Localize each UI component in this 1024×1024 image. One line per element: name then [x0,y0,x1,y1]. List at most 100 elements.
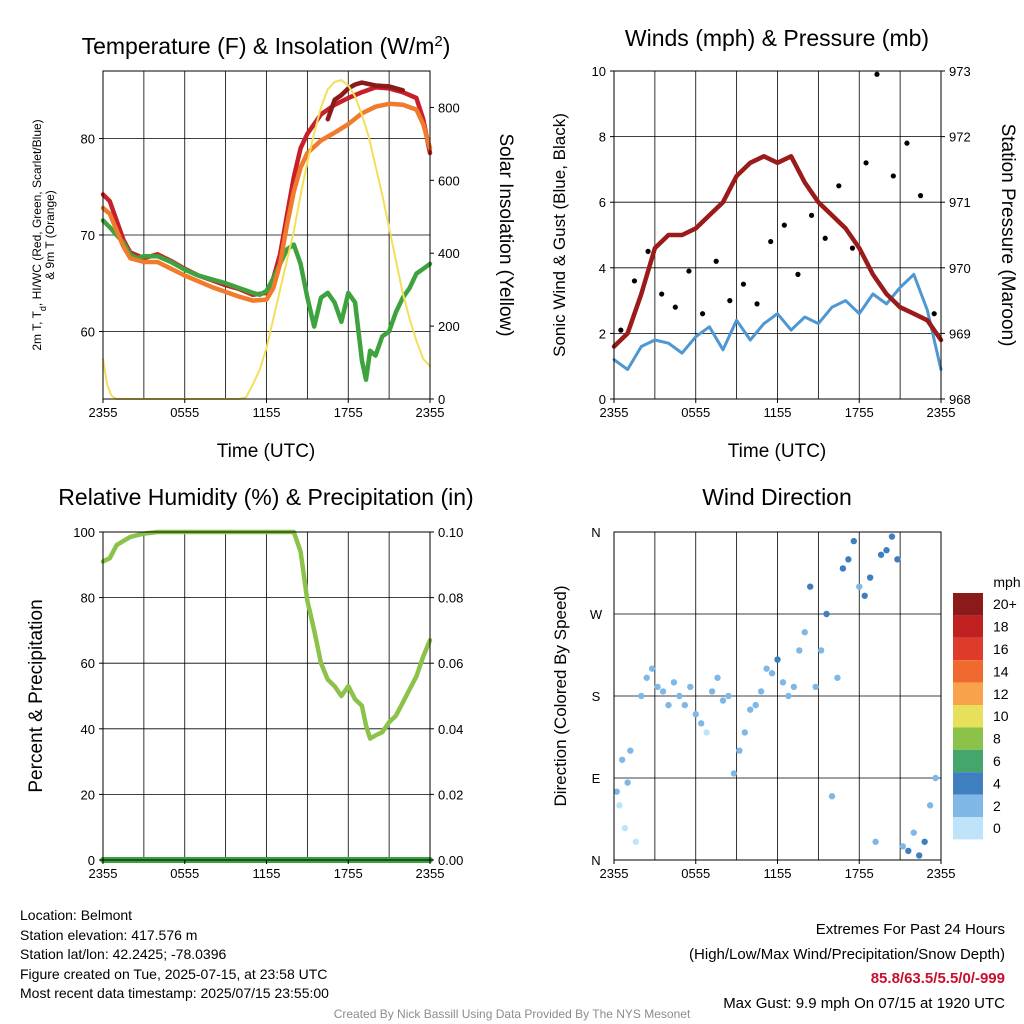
winds-x-tick-label: 1155 [764,405,792,420]
wind-direction-point [624,779,631,786]
wind-direction-point [817,647,825,654]
gust-point [795,271,801,277]
humidity-panel: 2355 0555 1155 1755 23550204060801000.000.02… [26,484,474,881]
gust-point [904,140,910,146]
winds-y2-tick-label: 970 [949,261,971,276]
winds-panel: 2355 0555 1155 1755 235502468109689699709719… [550,25,1018,462]
wind-direction-point [856,583,863,590]
humidity-y2-tick-label: 0.04 [438,722,463,737]
wind-direction-point [719,697,727,704]
temperature-x-tick-label: 2355 [89,405,118,420]
wind-direction-point [698,720,705,727]
gust-point [849,245,856,251]
humidity-y2-tick-label: 0.02 [438,787,463,802]
speed-legend-swatch [953,705,983,728]
winds-ticks: 2355 0555 1155 1755 235502468109689699709719… [592,64,971,420]
speed-legend-swatch [953,660,983,683]
wind-direction-y-tick-label: N [591,853,600,868]
temperature-panel: 2355 0555 1155 1755 23556070800200400600800 … [30,33,516,463]
wind-direction-point [648,665,656,672]
wind-direction-x-tick-label: 0555 [681,866,710,881]
wind-direction-point [796,647,803,654]
wind-direction-point [708,688,716,695]
elevation-text: Station elevation: 417.576 m [20,926,198,943]
winds-y2-tick-label: 973 [949,64,971,79]
temperature-x-tick-label: 2355 [416,405,445,420]
speed-legend-swatch [953,772,983,795]
wind-direction-point [883,547,890,554]
wind-direction-point [910,829,917,836]
temperature-title: Temperature (F) & Insolation (W/m2) [82,33,451,60]
gust-point [631,278,638,284]
humidity-y2-tick-label: 0.06 [438,656,463,671]
winds-title: Winds (mph) & Pressure (mb) [625,25,929,51]
humidity-y-tick-label: 80 [81,591,95,606]
gust-point [699,311,706,317]
humidity-x-tick-label: 1755 [334,866,363,881]
wind-direction-x-tick-label: 2355 [927,866,956,881]
temperature-xlabel: Time (UTC) [217,441,316,462]
speed-legend-label: 6 [993,753,1001,769]
speed-legend-label: 12 [993,686,1009,702]
humidity-x-tick-label: 2355 [416,866,445,881]
speed-legend-label: 2 [993,798,1001,814]
winds-series [611,71,944,371]
wind-direction-point [845,556,852,563]
winds-y2-tick-label: 972 [949,130,971,145]
wind-direction-point [621,824,629,832]
humidity-y-tick-label: 0 [88,853,95,868]
heat-index-line [325,80,406,122]
wind-direction-x-tick-label: 1155 [764,866,792,881]
wind-direction-point [618,756,626,763]
winds-x-tick-label: 0555 [681,405,710,420]
wind-direction-series [613,533,939,859]
gust-point [931,311,937,317]
wind-direction-point [654,683,661,691]
temperature-x-tick-label: 0555 [170,405,199,420]
temperature-y2-tick-label: 200 [438,319,460,334]
gust-point [768,238,774,245]
wind-direction-point [932,774,939,782]
wind-direction-point [828,793,836,800]
winds-x-tick-label: 2355 [600,405,629,420]
winds-y-tick-label: 2 [599,326,606,341]
wind-direction-point [659,688,667,695]
meteogram-figure: 2355 0555 1155 1755 23556070800200400600800 … [26,25,1021,881]
wind-direction-point [665,701,672,709]
wind-direction-point [779,679,787,686]
winds-ylabel: Sonic Wind & Gust (Blue, Black) [550,113,569,357]
speed-legend-label: 0 [993,820,1001,836]
speed-legend-title: mph [993,574,1020,590]
wind-direction-point [905,847,912,855]
wind-direction-point [638,692,645,700]
gust-point [863,160,869,166]
humidity-x-tick-label: 2355 [89,866,118,881]
winds-y2-tick-label: 968 [949,392,971,407]
humidity-y-tick-label: 60 [81,656,95,671]
temperature-y-tick-label: 80 [81,132,95,147]
wind-direction-point [872,838,879,845]
wind-direction-point [643,674,650,681]
wind-direction-title: Wind Direction [702,484,852,510]
temperature-series [100,79,433,400]
wind-direction-point [670,679,678,686]
gust-point [672,304,678,310]
wind-direction-y-tick-label: W [590,607,603,622]
recent-data-text: Most recent data timestamp: 2025/07/15 2… [20,985,329,1001]
wind-direction-point [730,770,738,777]
extremes-info: Extremes For Past 24 Hours (High/Low/Max… [689,918,1005,1016]
sonic-wind-line [612,272,943,371]
gust-point [874,71,880,77]
credit-text: Created By Nick Bassill Using Data Provi… [333,1007,691,1021]
wind-direction-point [692,711,699,718]
created-text: Figure created on Tue, 2025-07-15, at 23… [20,965,328,982]
wind-direction-y-tick-label: N [591,525,600,540]
wind-direction-point [774,656,781,663]
wind-direction-x-tick-label: 1755 [845,866,874,881]
wind-direction-point [850,537,857,545]
wind-direction-point [616,802,623,809]
humidity-ylabel: Percent & Precipitation [26,599,47,792]
speed-legend-swatch [953,615,983,638]
gust-point [713,258,719,264]
